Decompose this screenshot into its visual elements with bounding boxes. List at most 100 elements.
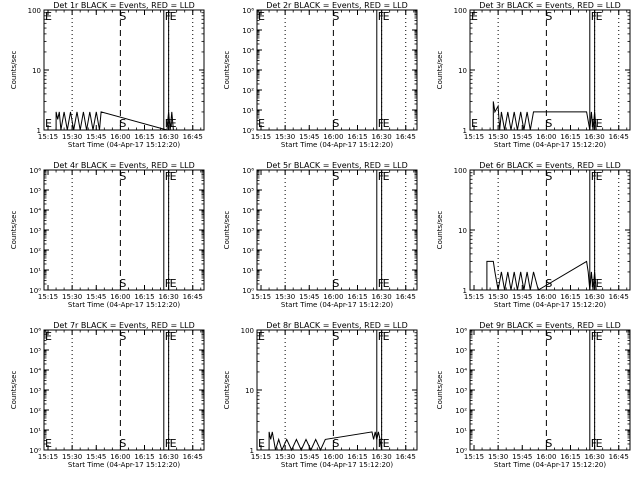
marker-label-top: S <box>545 10 552 23</box>
plot-frame <box>43 169 205 291</box>
y-tick-label: 10¹ <box>242 107 254 115</box>
panel-title: Det 9r BLACK = Events, RED = LLD <box>479 321 621 330</box>
marker-label-top: E <box>170 10 177 23</box>
x-tick-label: 15:15 <box>38 133 58 141</box>
marker-label-bottom: S <box>332 437 339 450</box>
y-tick-label: 10⁵ <box>29 187 41 195</box>
x-tick-label: 16:15 <box>134 453 154 461</box>
marker-label-top: E <box>383 330 390 343</box>
x-tick-label: 16:30 <box>585 133 605 141</box>
y-tick-label: 10 <box>458 227 467 235</box>
x-axis-label: Start Time (04-Apr-17 15:12:20) <box>494 461 606 469</box>
y-tick-label: 10⁰ <box>242 127 254 135</box>
y-tick-label: 10⁴ <box>242 207 254 215</box>
x-tick-label: 16:30 <box>585 453 605 461</box>
marker-label-top: E <box>170 330 177 343</box>
marker-label-top: S <box>119 170 126 183</box>
y-tick-label: 10¹ <box>29 427 41 435</box>
marker-label-bottom: E <box>596 277 603 290</box>
x-tick-label: 16:15 <box>347 293 367 301</box>
marker-label-bottom: E <box>258 117 265 130</box>
y-tick-label: 1 <box>37 127 41 135</box>
plot-frame <box>469 169 631 291</box>
marker-label-bottom: S <box>545 117 552 130</box>
x-tick-label: 16:00 <box>323 453 343 461</box>
x-axis-label: Start Time (04-Apr-17 15:12:20) <box>494 141 606 149</box>
x-tick-label: 15:30 <box>62 453 82 461</box>
y-tick-label: 1 <box>250 447 254 455</box>
x-tick-label: 16:45 <box>396 293 416 301</box>
x-tick-label: 16:15 <box>560 133 580 141</box>
marker-label-bottom: E <box>596 117 603 130</box>
marker-label-top: S <box>332 10 339 23</box>
panel-title: Det 1r BLACK = Events, RED = LLD <box>53 1 195 10</box>
x-axis-label: Start Time (04-Apr-17 15:12:20) <box>281 141 393 149</box>
y-tick-label: 10⁰ <box>242 287 254 295</box>
x-tick-label: 15:30 <box>488 293 508 301</box>
y-tick-label: 10⁶ <box>242 167 254 175</box>
x-tick-label: 15:30 <box>62 293 82 301</box>
y-tick-label: 10² <box>242 247 254 255</box>
panel-8: Det 8r BLACK = Events, RED = LLD Counts/s… <box>223 321 418 469</box>
y-tick-label: 10² <box>29 247 41 255</box>
x-tick-label: 16:45 <box>609 453 629 461</box>
panel-5: Det 5r BLACK = Events, RED = LLD Counts/s… <box>223 161 418 309</box>
x-tick-label: 16:45 <box>183 453 203 461</box>
y-tick-label: 10⁰ <box>455 447 467 455</box>
marker-label-top: E <box>383 10 390 23</box>
panel-6: Det 6r BLACK = Events, RED = LLD Counts/s… <box>436 161 631 309</box>
x-axis-label: Start Time (04-Apr-17 15:12:20) <box>68 461 180 469</box>
panel-7: Det 7r BLACK = Events, RED = LLD Counts/s… <box>10 321 205 469</box>
x-tick-label: 16:00 <box>323 133 343 141</box>
x-tick-label: 15:15 <box>464 453 484 461</box>
panel-9: Det 9r BLACK = Events, RED = LLD Counts/s… <box>436 321 631 469</box>
x-axis-label: Start Time (04-Apr-17 15:12:20) <box>68 141 180 149</box>
x-tick-label: 16:45 <box>609 293 629 301</box>
marker-label-bottom: E <box>383 117 390 130</box>
x-tick-label: 16:30 <box>159 133 179 141</box>
y-tick-label: 100 <box>241 327 254 335</box>
y-tick-label: 10¹ <box>455 427 467 435</box>
events-series-line <box>268 431 383 452</box>
marker-label-top: F <box>378 170 384 183</box>
y-axis-label: Counts/sec <box>223 51 231 90</box>
y-axis-label: Counts/sec <box>436 371 444 410</box>
marker-label-top: E <box>258 330 265 343</box>
x-tick-label: 16:00 <box>536 453 556 461</box>
x-tick-label: 15:30 <box>488 133 508 141</box>
marker-label-bottom: E <box>45 437 52 450</box>
y-tick-label: 10 <box>458 67 467 75</box>
panel-3: Det 3r BLACK = Events, RED = LLD Counts/s… <box>436 1 631 149</box>
x-tick-label: 16:45 <box>183 133 203 141</box>
marker-label-bottom: E <box>383 437 390 450</box>
y-axis-label: Counts/sec <box>10 51 18 90</box>
y-tick-label: 10⁶ <box>29 327 41 335</box>
y-tick-label: 1 <box>463 287 467 295</box>
y-tick-label: 1 <box>463 127 467 135</box>
marker-label-top: S <box>332 330 339 343</box>
x-tick-label: 16:15 <box>347 453 367 461</box>
marker-label-top: F <box>591 10 597 23</box>
x-tick-label: 16:30 <box>372 293 392 301</box>
y-tick-label: 10⁴ <box>455 367 467 375</box>
y-tick-label: 10⁵ <box>242 27 254 35</box>
events-series-line <box>486 260 597 291</box>
y-tick-label: 10³ <box>455 387 467 395</box>
x-tick-label: 15:45 <box>512 293 532 301</box>
marker-label-bottom: E <box>258 437 265 450</box>
marker-label-bottom: F <box>378 117 384 130</box>
marker-label-bottom: F <box>165 277 171 290</box>
marker-label-top: S <box>545 170 552 183</box>
marker-label-top: F <box>378 10 384 23</box>
marker-label-top: E <box>45 10 52 23</box>
x-tick-label: 16:45 <box>396 133 416 141</box>
x-tick-label: 15:30 <box>275 453 295 461</box>
marker-label-top: S <box>119 330 126 343</box>
marker-label-bottom: E <box>471 117 478 130</box>
x-tick-label: 15:45 <box>299 293 319 301</box>
x-tick-label: 16:00 <box>110 133 130 141</box>
marker-label-top: E <box>45 330 52 343</box>
x-tick-label: 15:45 <box>512 133 532 141</box>
x-tick-label: 16:00 <box>110 453 130 461</box>
